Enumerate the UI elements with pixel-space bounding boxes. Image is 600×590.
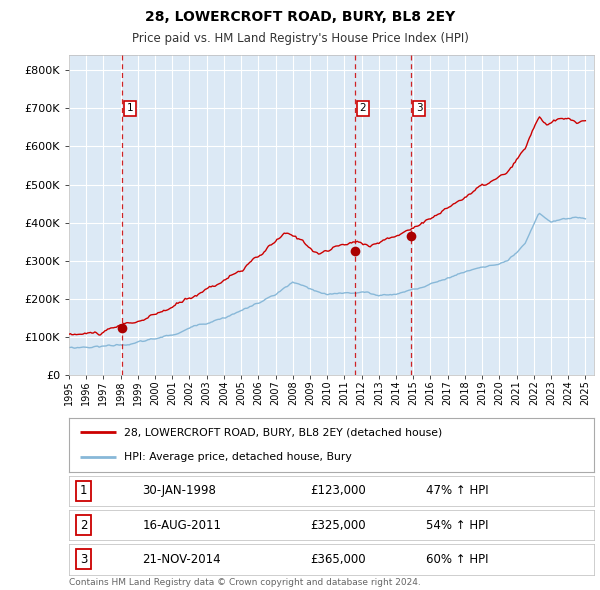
Text: 2: 2 bbox=[80, 519, 88, 532]
Text: 28, LOWERCROFT ROAD, BURY, BL8 2EY: 28, LOWERCROFT ROAD, BURY, BL8 2EY bbox=[145, 10, 455, 24]
Text: 54% ↑ HPI: 54% ↑ HPI bbox=[426, 519, 488, 532]
Text: 60% ↑ HPI: 60% ↑ HPI bbox=[426, 553, 488, 566]
Text: 1: 1 bbox=[127, 103, 133, 113]
Text: £365,000: £365,000 bbox=[311, 553, 366, 566]
Text: 3: 3 bbox=[416, 103, 422, 113]
Text: 1: 1 bbox=[80, 484, 88, 497]
Text: 30-JAN-1998: 30-JAN-1998 bbox=[143, 484, 217, 497]
Text: 47% ↑ HPI: 47% ↑ HPI bbox=[426, 484, 488, 497]
Text: Price paid vs. HM Land Registry's House Price Index (HPI): Price paid vs. HM Land Registry's House … bbox=[131, 32, 469, 45]
Text: £325,000: £325,000 bbox=[311, 519, 366, 532]
Text: 28, LOWERCROFT ROAD, BURY, BL8 2EY (detached house): 28, LOWERCROFT ROAD, BURY, BL8 2EY (deta… bbox=[124, 427, 442, 437]
Text: 21-NOV-2014: 21-NOV-2014 bbox=[143, 553, 221, 566]
Text: £123,000: £123,000 bbox=[311, 484, 366, 497]
Text: 2: 2 bbox=[359, 103, 366, 113]
Text: Contains HM Land Registry data © Crown copyright and database right 2024.: Contains HM Land Registry data © Crown c… bbox=[69, 578, 421, 586]
Text: 16-AUG-2011: 16-AUG-2011 bbox=[143, 519, 221, 532]
Text: HPI: Average price, detached house, Bury: HPI: Average price, detached house, Bury bbox=[124, 453, 352, 463]
Text: 3: 3 bbox=[80, 553, 88, 566]
